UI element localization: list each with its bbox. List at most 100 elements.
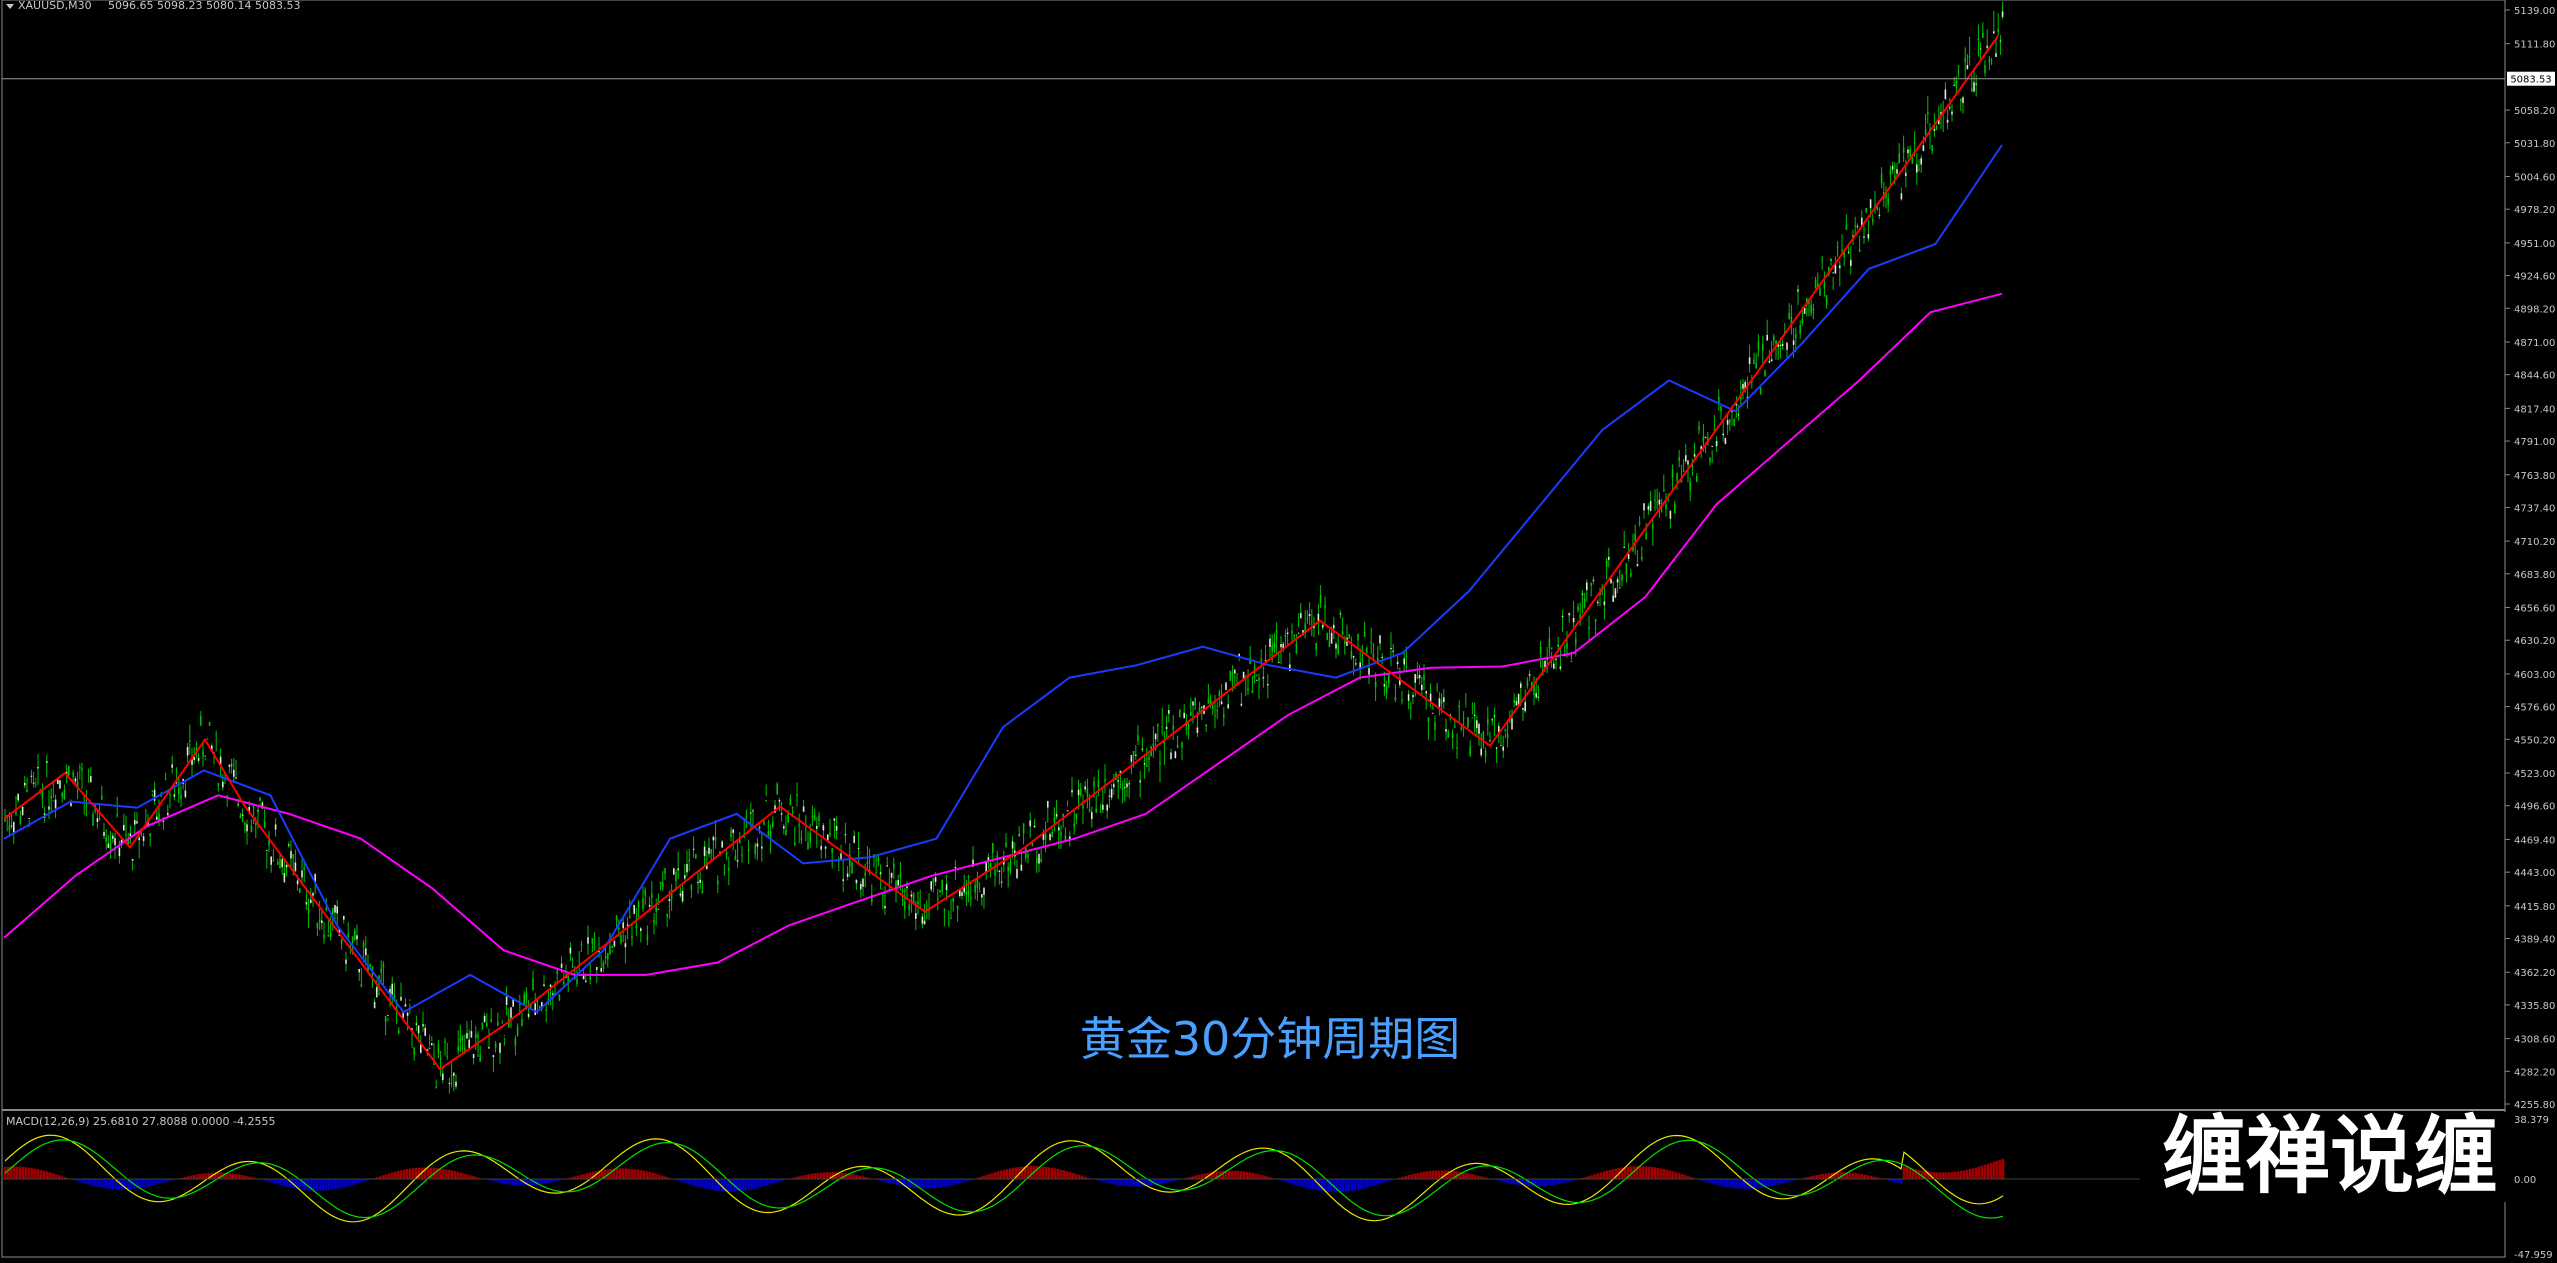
candle-body	[860, 884, 862, 889]
candle-body	[1909, 149, 1911, 157]
candle-body	[1060, 832, 1062, 836]
macd-bar	[1243, 1171, 1246, 1179]
candle-body	[647, 935, 649, 941]
macd-bar	[745, 1179, 748, 1190]
macd-bar	[40, 1170, 43, 1179]
macd-bar	[1012, 1168, 1015, 1179]
price-tick-label: 4898.20	[2514, 304, 2555, 315]
candle-body	[1159, 762, 1161, 763]
candle-body	[202, 751, 204, 757]
candle-body	[878, 858, 880, 860]
candle-body	[1144, 763, 1146, 764]
candle-body	[1524, 702, 1526, 711]
candle-body	[59, 780, 61, 788]
candle-body	[1949, 107, 1951, 108]
candle-body	[662, 882, 664, 887]
candle-body	[1379, 635, 1381, 643]
macd-bar	[1126, 1179, 1129, 1186]
candle-body	[1775, 340, 1777, 344]
candle-body	[699, 880, 701, 883]
candle-body	[495, 1044, 497, 1048]
macd-bar	[202, 1174, 205, 1179]
macd-bar	[1408, 1175, 1411, 1179]
macd-bar	[1360, 1179, 1363, 1189]
price-tick-label: 4978.20	[2514, 205, 2555, 216]
candle-body	[132, 859, 134, 861]
candle-body	[416, 1023, 418, 1024]
macd-bar	[154, 1179, 157, 1185]
macd-bar	[802, 1175, 805, 1179]
candle-body	[880, 872, 882, 874]
candle-body	[1430, 693, 1432, 701]
macd-bar	[1372, 1179, 1375, 1186]
macd-bar	[958, 1179, 961, 1184]
macd-bar	[346, 1179, 349, 1187]
candle-body	[1128, 783, 1130, 784]
macd-bar	[943, 1179, 946, 1187]
macd-bar	[34, 1169, 37, 1179]
candle-body	[1366, 648, 1368, 652]
candle-body	[677, 868, 679, 870]
price-tick-label: 4255.80	[2514, 1100, 2555, 1111]
candle-body	[1434, 722, 1436, 729]
candle-body	[215, 734, 217, 735]
candle-body	[851, 863, 853, 874]
candle-body	[279, 859, 281, 868]
macd-bar	[1258, 1174, 1261, 1179]
candle-body	[655, 907, 657, 912]
macd-bar	[1105, 1179, 1108, 1183]
candle-body	[1293, 634, 1295, 636]
macd-bar	[955, 1179, 958, 1184]
candle-body	[435, 1087, 437, 1089]
candle-body	[959, 890, 961, 896]
candle-body	[453, 1072, 455, 1075]
candle-body	[1179, 709, 1181, 717]
candle-body	[708, 848, 710, 854]
macd-bar	[1708, 1179, 1711, 1183]
candle-body	[1401, 700, 1403, 702]
macd-bar	[1813, 1176, 1816, 1179]
candle-body	[798, 825, 800, 826]
candle-body	[1100, 811, 1102, 812]
chevron-down-icon[interactable]	[6, 4, 14, 9]
candle-body	[1931, 145, 1933, 151]
macd-bar	[1645, 1166, 1648, 1179]
candle-body	[26, 789, 28, 792]
macd-bar	[1114, 1179, 1117, 1185]
candle-body	[862, 879, 864, 887]
candle-body	[1166, 727, 1168, 729]
candle-body	[1122, 788, 1124, 790]
macd-bar	[649, 1172, 652, 1179]
macd-bar	[1651, 1167, 1654, 1179]
macd-bar	[1231, 1171, 1234, 1179]
candle-body	[1135, 755, 1137, 756]
macd-bar	[814, 1173, 817, 1179]
candle-body	[1428, 717, 1430, 721]
macd-bar	[139, 1179, 142, 1188]
macd-bar	[1504, 1179, 1507, 1182]
candle-body	[1375, 682, 1377, 688]
candle-body	[1443, 697, 1445, 702]
macd-bar	[853, 1175, 856, 1180]
candle-body	[1788, 313, 1790, 320]
macd-bar	[1237, 1171, 1240, 1179]
candle-body	[752, 811, 754, 812]
candle-body	[365, 948, 367, 955]
macd-bar	[1342, 1179, 1345, 1192]
candle-body	[1087, 789, 1089, 796]
candle-body	[1830, 260, 1832, 261]
candle-body	[1549, 639, 1551, 648]
candle-body	[1782, 344, 1784, 346]
macd-bar	[1996, 1161, 1999, 1179]
macd-bar	[1297, 1179, 1300, 1186]
macd-bar	[1669, 1170, 1672, 1179]
candle-body	[1991, 64, 1993, 65]
candle-body	[1973, 82, 1975, 91]
candle-body	[792, 806, 794, 808]
candle-body	[1934, 129, 1936, 131]
candle-body	[1610, 579, 1612, 584]
candle-body	[1663, 490, 1665, 492]
price-tick-label: 4469.40	[2514, 835, 2555, 846]
